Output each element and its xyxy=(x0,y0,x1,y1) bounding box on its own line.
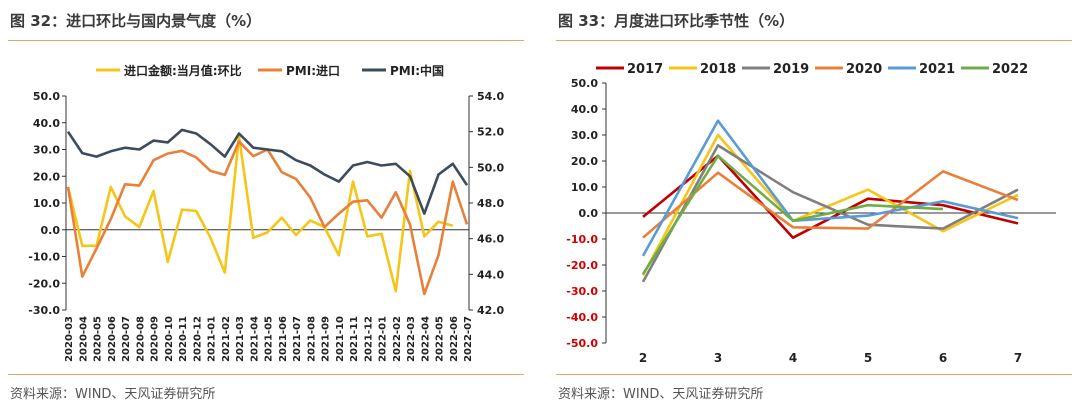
x-tick-label: 2022-01 xyxy=(378,316,389,362)
x-tick-label: 2022-06 xyxy=(449,316,460,362)
y-right-tick-label: 48.0 xyxy=(477,197,504,210)
y-left-tick-label: 20.0 xyxy=(33,170,60,183)
x-tick-label: 2021-12 xyxy=(363,316,374,362)
x-tick-label: 5 xyxy=(864,351,872,365)
y-tick-label: 20.0 xyxy=(571,155,598,168)
series-line-2 xyxy=(66,128,469,215)
legend-label: 2022 xyxy=(992,62,1028,77)
y-tick-label: -30.0 xyxy=(566,285,598,298)
right-source-note: 资料来源：WIND、天风证券研究所 xyxy=(558,387,764,402)
left-source-note: 资料来源：WIND、天风证券研究所 xyxy=(10,387,216,402)
legend-label: 2020 xyxy=(846,62,882,77)
y-left-tick-label: 30.0 xyxy=(33,144,60,157)
x-tick-label: 2022-03 xyxy=(406,316,417,362)
left-figure-panel: 图 32：进口环比与国内景气度（%） 进口金额:当月值:环比 PMI:进口 PMI:… xyxy=(0,0,532,411)
x-tick-label: 2022-05 xyxy=(435,316,446,362)
x-tick-label: 2020-08 xyxy=(135,316,146,362)
x-tick-label: 2020-05 xyxy=(93,316,104,362)
x-tick-label: 2021-09 xyxy=(321,316,332,362)
x-tick-label: 2021-03 xyxy=(235,316,246,362)
y-left-tick-label: -30.0 xyxy=(28,304,60,317)
x-tick-label: 2021-07 xyxy=(292,316,303,362)
y-tick-label: 50.0 xyxy=(571,77,598,90)
series-line-2 xyxy=(641,144,1019,283)
y-tick-label: 40.0 xyxy=(571,103,598,116)
y-right-tick-label: 54.0 xyxy=(477,90,504,103)
x-tick-label: 2020-12 xyxy=(192,316,203,362)
x-tick-label: 2 xyxy=(639,351,647,365)
y-tick-label: -50.0 xyxy=(566,337,598,350)
x-tick-label: 2020-09 xyxy=(150,316,161,362)
x-tick-label: 2020-03 xyxy=(64,316,75,362)
y-right-tick-label: 50.0 xyxy=(477,161,504,174)
legend-label: PMI:中国 xyxy=(390,63,444,78)
right-chart-svg: 2017 2018 2019 2020 2021 202250.040.030.020.0… xyxy=(566,62,1056,365)
legend-label: PMI:进口 xyxy=(286,63,340,78)
y-right-tick-label: 42.0 xyxy=(477,304,504,317)
x-tick-label: 2020-04 xyxy=(78,316,89,362)
y-left-tick-label: 0.0 xyxy=(41,224,61,237)
legend-label: 2021 xyxy=(919,62,955,77)
left-chart-svg: 进口金额:当月值:环比 PMI:进口 PMI:中国 50.0 40.0 30.0 20.0 1… xyxy=(28,63,504,362)
x-tick-label: 2022-07 xyxy=(463,316,474,362)
y-left-tick-label: 40.0 xyxy=(33,117,60,130)
left-title-rule xyxy=(8,40,524,41)
y-left-tick-label: -20.0 xyxy=(28,277,60,290)
series-line-1 xyxy=(641,133,1019,277)
y-right-tick-label: 52.0 xyxy=(477,126,504,139)
y-tick-label: -20.0 xyxy=(566,259,598,272)
series-line-0 xyxy=(66,134,454,293)
y-left-tick-label: 10.0 xyxy=(33,197,60,210)
y-tick-label: 10.0 xyxy=(571,181,598,194)
left-figure-title: 图 32：进口环比与国内景气度（%） xyxy=(10,12,262,30)
y-tick-label: 0.0 xyxy=(579,207,599,220)
x-tick-label: 2022-02 xyxy=(392,316,403,362)
series-line-3 xyxy=(642,170,1019,239)
x-tick-label: 2021-10 xyxy=(335,316,346,362)
x-tick-label: 2020-07 xyxy=(121,316,132,362)
legend-label: 2017 xyxy=(627,62,663,77)
right-figure-panel: 图 33：月度进口环比季节性（%） 2017 2018 2019 2020 2021 20… xyxy=(548,0,1080,411)
x-tick-label: 2021-11 xyxy=(349,316,360,362)
y-tick-label: 30.0 xyxy=(571,129,598,142)
x-tick-label: 3 xyxy=(714,351,722,365)
x-tick-label: 2021-06 xyxy=(278,316,289,362)
x-tick-label: 2021-02 xyxy=(221,316,232,362)
right-source-rule xyxy=(556,374,1072,375)
legend-label: 2019 xyxy=(773,62,809,77)
y-left-tick-label: -10.0 xyxy=(28,251,60,264)
y-tick-label: -10.0 xyxy=(566,233,598,246)
y-right-tick-label: 44.0 xyxy=(477,268,504,281)
right-figure-title: 图 33：月度进口环比季节性（%） xyxy=(558,12,795,30)
x-tick-label: 6 xyxy=(939,351,947,365)
x-tick-label: 2020-10 xyxy=(164,316,175,362)
y-right-tick-label: 46.0 xyxy=(477,233,504,246)
series-line-5 xyxy=(641,154,944,275)
x-tick-label: 4 xyxy=(789,351,797,365)
x-tick-label: 2020-06 xyxy=(107,316,118,362)
series-line-4 xyxy=(641,119,1019,257)
right-title-rule xyxy=(556,40,1072,41)
x-tick-label: 7 xyxy=(1014,351,1022,365)
left-source-rule xyxy=(8,374,524,375)
x-tick-label: 2021-08 xyxy=(306,316,317,362)
legend-label: 进口金额:当月值:环比 xyxy=(124,63,242,78)
x-tick-label: 2020-11 xyxy=(178,316,189,362)
x-tick-label: 2021-01 xyxy=(207,316,218,362)
x-tick-label: 2021-05 xyxy=(264,316,275,362)
x-tick-label: 2022-04 xyxy=(420,316,431,362)
y-left-tick-label: 50.0 xyxy=(33,90,60,103)
y-tick-label: -40.0 xyxy=(566,311,598,324)
legend-label: 2018 xyxy=(700,62,736,77)
x-tick-label: 2021-04 xyxy=(249,316,260,362)
